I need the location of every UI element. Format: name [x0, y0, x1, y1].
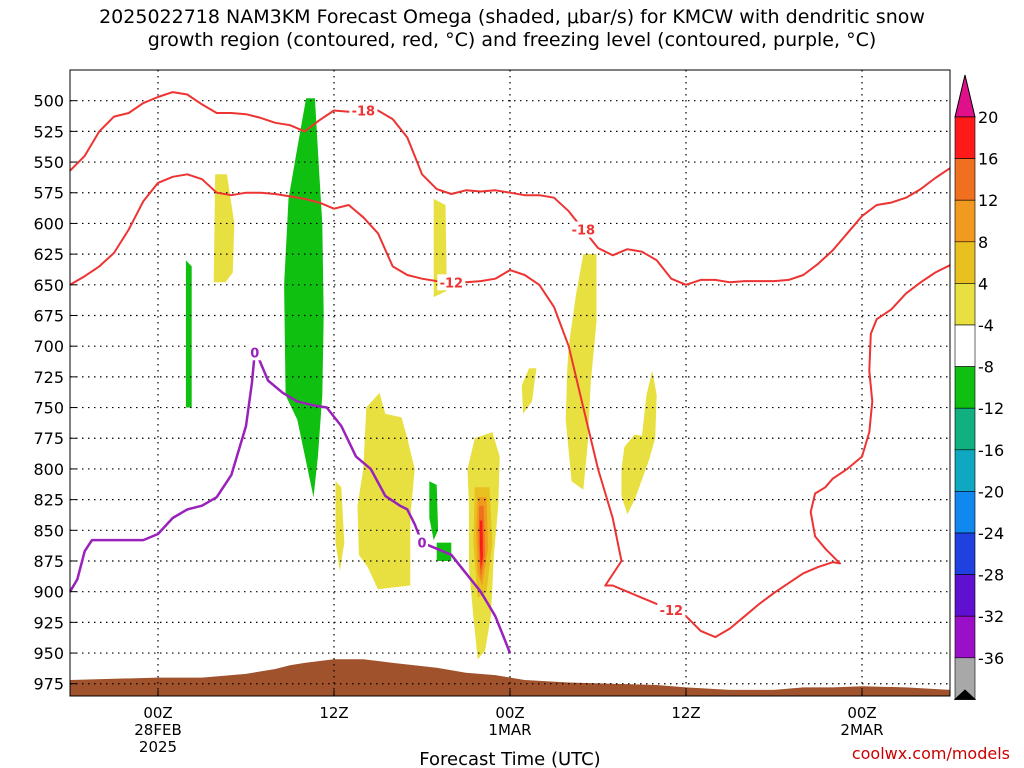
- y-tick-label: 850: [33, 521, 64, 540]
- omega-region: [335, 481, 345, 571]
- x-axis-label: Forecast Time (UTC): [419, 749, 600, 768]
- colorbar-label: -20: [978, 482, 1004, 501]
- colorbar-swatch: [954, 116, 976, 159]
- x-tick-label: 28FEB: [134, 721, 181, 739]
- colorbar-label: -28: [978, 566, 1004, 585]
- omega-region: [213, 174, 235, 283]
- y-tick-label: 575: [33, 184, 64, 203]
- contour-minus18-label: -18: [572, 224, 596, 239]
- colorbar-label: -24: [978, 524, 1004, 543]
- x-tick-label: 12Z: [671, 704, 700, 722]
- omega-region: [565, 254, 597, 490]
- freezing-level-label: 0: [250, 346, 259, 361]
- colorbar-label: -36: [978, 649, 1004, 668]
- x-tick-label: 2025: [139, 738, 177, 756]
- freezing-level-label: 0: [417, 537, 426, 552]
- colorbar-swatch: [954, 199, 976, 243]
- omega-region: [357, 392, 415, 590]
- colorbar-label: -4: [978, 316, 994, 335]
- colorbar-label: 8: [978, 233, 988, 252]
- x-tick-label: 00Z: [143, 704, 172, 722]
- y-tick-label: 925: [33, 613, 64, 632]
- colorbar-label: 20: [978, 108, 998, 127]
- contour-minus18-label: -18: [352, 105, 376, 120]
- omega-region: [185, 260, 192, 408]
- credit-text: coolwx.com/models: [851, 744, 1010, 763]
- y-tick-label: 900: [33, 583, 64, 602]
- y-tick-label: 750: [33, 399, 64, 418]
- freezing-level-label-bg: [248, 344, 261, 361]
- omega-region: [479, 520, 483, 570]
- contour-minus12-label-bg: [657, 602, 686, 619]
- y-tick-label: 725: [33, 368, 64, 387]
- y-tick-label: 975: [33, 675, 64, 694]
- colorbar-swatch: [954, 615, 976, 659]
- x-tick-label: 1MAR: [488, 721, 531, 739]
- colorbar-label: 12: [978, 191, 998, 210]
- y-tick-label: 500: [33, 92, 64, 111]
- y-tick-label: 800: [33, 460, 64, 479]
- colorbar-swatch: [954, 574, 976, 617]
- y-tick-label: 650: [33, 276, 64, 295]
- y-tick-label: 625: [33, 245, 64, 264]
- y-tick-label: 875: [33, 552, 64, 571]
- freezing-level-label-bg: [416, 534, 428, 551]
- omega-region: [621, 370, 657, 515]
- contour-minus18-label-bg: [349, 102, 378, 119]
- x-tick-label: 12Z: [319, 704, 348, 722]
- colorbar-swatch: [954, 491, 976, 534]
- omega-region: [521, 368, 537, 414]
- y-tick-label: 700: [33, 337, 64, 356]
- terrain-layer: [70, 659, 950, 696]
- colorbar-label: -8: [978, 358, 994, 377]
- colorbar-swatch: [954, 532, 976, 575]
- contour-minus12-label: -12: [660, 604, 684, 619]
- colorbar-swatch: [954, 241, 976, 284]
- contour-minus12-label-bg: [437, 274, 466, 291]
- y-tick-label: 825: [33, 491, 64, 510]
- colorbar-label: -32: [978, 607, 1004, 626]
- y-axis: 500 525 550 575 600 625 650 675 700 725 750 775 800 8…: [33, 92, 76, 694]
- y-tick-label: 675: [33, 306, 64, 325]
- colorbar-swatch: [954, 324, 976, 367]
- terrain-fill: [70, 659, 950, 696]
- freezing-level-line: [68, 351, 512, 654]
- chart-title-line1: 2025022718 NAM3KM Forecast Omega (shaded…: [99, 6, 925, 28]
- x-tick-label: 2MAR: [840, 721, 883, 739]
- colorbar-label: -12: [978, 399, 1004, 418]
- colorbar: 20 16 12 8 4 -4 -8 -12 -16 -20 -24 -28 -32 -36: [953, 74, 1004, 700]
- colorbar-swatch: [954, 407, 976, 451]
- y-tick-label: 600: [33, 214, 64, 233]
- grid-layer: [70, 70, 950, 696]
- chart-title-line2: growth region (contoured, red, °C) and f…: [147, 29, 877, 51]
- x-tick-label: 00Z: [847, 704, 876, 722]
- contour-minus18-label-bg: [569, 221, 598, 238]
- omega-region: [429, 481, 439, 541]
- y-tick-label: 525: [33, 122, 64, 141]
- colorbar-top-triangle: [954, 74, 976, 118]
- y-tick-label: 775: [33, 429, 64, 448]
- colorbar-label: -16: [978, 441, 1004, 460]
- contour-minus12-line: [69, 173, 951, 639]
- contour-minus12-label: -12: [440, 276, 464, 291]
- y-tick-label: 950: [33, 644, 64, 663]
- colorbar-label: 16: [978, 150, 998, 169]
- colorbar-swatch: [954, 158, 976, 201]
- colorbar-label: 4: [978, 274, 988, 293]
- colorbar-swatch: [954, 449, 976, 492]
- x-tick-label: 00Z: [495, 704, 524, 722]
- colorbar-swatch: [954, 366, 976, 409]
- contour-layer: -18 -18 -12 -12 0 0: [68, 91, 951, 654]
- contour-minus18-line: [69, 91, 951, 286]
- colorbar-swatch: [954, 283, 976, 326]
- colorbar-bottom-triangle: [953, 689, 977, 700]
- y-tick-label: 550: [33, 153, 64, 172]
